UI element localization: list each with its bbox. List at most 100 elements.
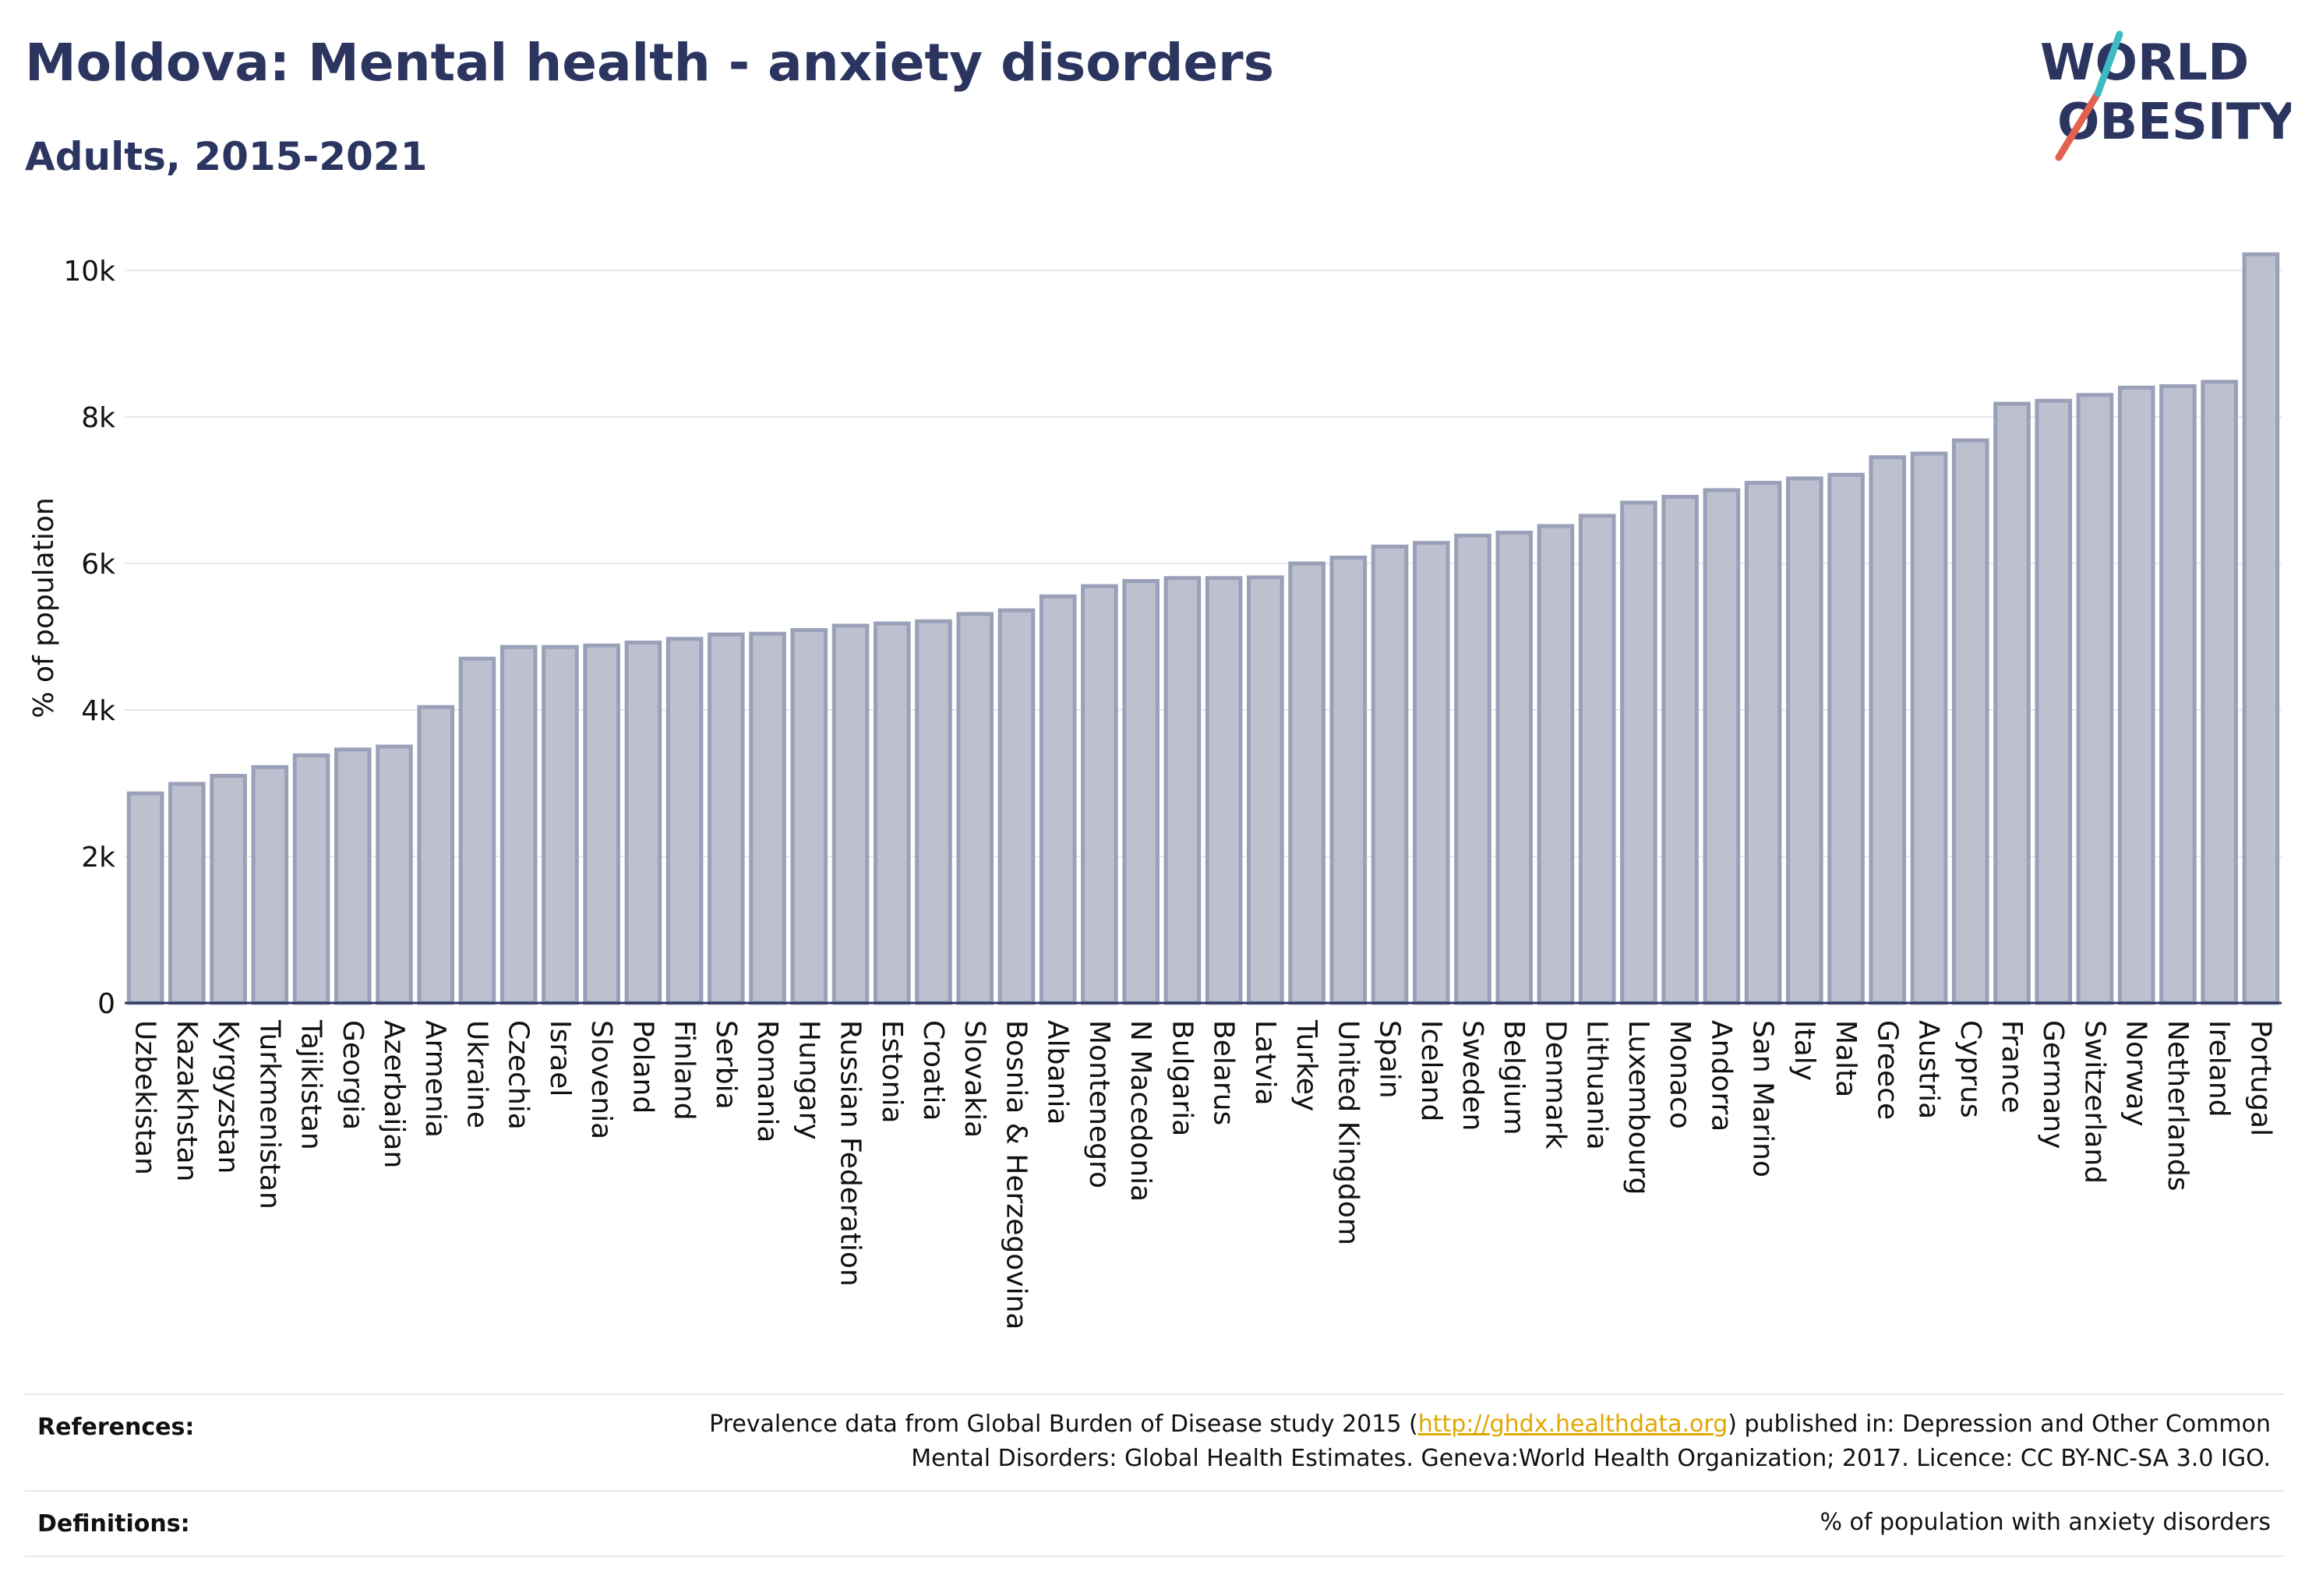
x-tick-label: Greece: [1871, 1020, 1903, 1120]
x-tick-label: Germany: [2037, 1020, 2069, 1149]
bar-azerbaijan: [376, 744, 413, 1005]
bar-russian-federation: [831, 623, 870, 1005]
footer-divider-bottom: [25, 1555, 2283, 1557]
bar-france: [1993, 401, 2031, 1005]
logo-slash-lower: [2055, 90, 2102, 161]
references-row: References: Prevalence data from Global …: [25, 1403, 2283, 1488]
bar-denmark: [1537, 524, 1575, 1005]
x-tick-label: Netherlands: [2162, 1020, 2194, 1191]
bar-uzbekistan: [126, 791, 164, 1005]
chart-title: Moldova: Mental health - anxiety disorde…: [25, 33, 1274, 93]
references-text-end: ) published in: Depression and Other Com…: [1728, 1411, 2271, 1438]
x-tick-label: Bulgaria: [1166, 1020, 1198, 1136]
x-tick-label: Luxembourg: [1622, 1020, 1654, 1195]
bar-ukraine: [458, 656, 496, 1005]
x-tick-label: Czechia: [503, 1020, 535, 1130]
bar-greece: [1869, 455, 1907, 1005]
bar-lithuania: [1578, 514, 1616, 1005]
bar-croatia: [915, 619, 952, 1005]
x-tick-label: Ireland: [2203, 1020, 2235, 1118]
x-tick-label: France: [1996, 1020, 2028, 1114]
references-label: References:: [37, 1414, 195, 1441]
x-tick-label: Denmark: [1539, 1020, 1571, 1149]
bar-armenia: [417, 704, 455, 1005]
y-tick-label: 8k: [81, 402, 115, 434]
x-tick-label: Finland: [669, 1020, 701, 1121]
x-tick-label: Ukraine: [461, 1020, 492, 1128]
bar-n-macedonia: [1122, 579, 1160, 1005]
definitions-row: Definitions: % of population with anxiet…: [25, 1498, 2283, 1552]
y-tick-label: 6k: [81, 549, 115, 581]
bar-iceland: [1412, 541, 1450, 1005]
bar-poland: [624, 641, 662, 1005]
x-tick-label: Sweden: [1456, 1020, 1488, 1131]
bar-estonia: [873, 621, 911, 1005]
bar-tajikistan: [292, 753, 330, 1005]
bar-romania: [749, 631, 786, 1005]
bar-netherlands: [2159, 384, 2197, 1005]
bar-hungary: [790, 628, 828, 1005]
bar-germany: [2035, 398, 2073, 1005]
bar-latvia: [1247, 575, 1284, 1005]
x-tick-label: Romania: [751, 1020, 783, 1142]
bar-georgia: [334, 747, 372, 1005]
logo-text-obesity: OBESITY: [2057, 94, 2291, 151]
x-tick-label: Azerbaijan: [378, 1020, 410, 1168]
x-tick-label: Bosnia & Herzegovina: [1000, 1020, 1032, 1329]
x-tick-label: United Kingdom: [1332, 1020, 1364, 1245]
bar-finland: [665, 637, 704, 1005]
x-tick-label: Monaco: [1664, 1020, 1696, 1129]
bar-turkey: [1288, 561, 1325, 1005]
x-tick-label: Italy: [1788, 1020, 1820, 1081]
bar-switzerland: [2076, 393, 2114, 1005]
bar-kyrgyzstan: [210, 774, 247, 1005]
definitions-label: Definitions:: [37, 1510, 190, 1538]
x-tick-label: Portugal: [2244, 1020, 2276, 1136]
bar-austria: [1910, 451, 1948, 1005]
bar-sweden: [1454, 533, 1491, 1005]
bar-chart: 0 2k 4k 6k 8k 10k Uzbekistan Kazakhstan Kyrgyzs…: [28, 252, 2282, 1329]
x-tick-label: Switzerland: [2078, 1020, 2110, 1184]
bar-ireland: [2201, 380, 2238, 1005]
x-tick-label: Andorra: [1705, 1020, 1737, 1132]
x-tick-label: Austria: [1913, 1020, 1945, 1119]
x-tick-label: Kyrgyzstan: [212, 1020, 244, 1174]
chart-subtitle: Adults, 2015-2021: [25, 134, 428, 179]
definitions-text: % of population with anxiety disorders: [1820, 1509, 2271, 1536]
bar-luxembourg: [1620, 500, 1657, 1005]
x-tick-label: Latvia: [1249, 1020, 1281, 1106]
bar-belarus: [1205, 576, 1243, 1005]
bar-spain: [1371, 544, 1409, 1005]
x-tick-label: Estonia: [876, 1020, 908, 1124]
bar-bulgaria: [1163, 576, 1202, 1005]
x-tick-label: Lithuania: [1581, 1020, 1613, 1150]
x-tick-label: Montenegro: [1083, 1020, 1115, 1188]
x-tick-label: Cyprus: [1954, 1020, 1986, 1118]
logo-slash-upper: [2094, 30, 2123, 97]
x-tick-label: Slovakia: [958, 1020, 990, 1138]
x-tick-label: Norway: [2120, 1020, 2152, 1127]
x-tick-label: Turkmenistan: [253, 1019, 285, 1209]
bar-monaco: [1661, 494, 1699, 1005]
y-tick-label: 10k: [63, 256, 115, 288]
x-tick-label: Malta: [1830, 1020, 1862, 1097]
x-tick-label: Armenia: [419, 1020, 451, 1138]
x-tick-label: Tajikistan: [295, 1019, 327, 1150]
bar-malta: [1827, 472, 1865, 1005]
x-tick-label: Hungary: [792, 1020, 824, 1140]
references-link[interactable]: http://ghdx.healthdata.org: [1417, 1411, 1728, 1438]
bar-bosnia-herzegovina: [997, 608, 1036, 1005]
y-tick-label: 4k: [81, 695, 115, 727]
x-tick-label: Poland: [627, 1020, 658, 1114]
x-tick-label: N Macedonia: [1124, 1020, 1156, 1202]
x-tick-label: Belarus: [1208, 1020, 1240, 1125]
bar-slovenia: [583, 643, 620, 1005]
y-tick-label: 2k: [81, 842, 115, 874]
x-tick-labels: Uzbekistan Kazakhstan Kyrgyzstan Turkmenist…: [129, 1019, 2277, 1329]
logo-text-world: WORLD: [2040, 34, 2249, 92]
bar-montenegro: [1081, 584, 1118, 1005]
x-tick-label: Uzbekistan: [129, 1020, 161, 1175]
x-tick-label: Serbia: [710, 1020, 742, 1110]
bar-portugal: [2242, 252, 2280, 1005]
world-obesity-logo: WORLD OBESITY: [2040, 30, 2291, 161]
